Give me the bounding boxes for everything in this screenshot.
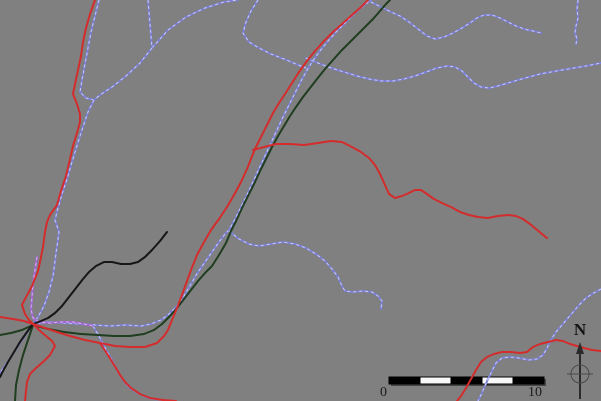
railway-green-path [14, 324, 34, 401]
river-path [370, 1, 542, 40]
river-path-overlay [574, 0, 579, 45]
north-arrow-icon [576, 342, 584, 354]
road-red-path [252, 140, 548, 239]
route-purple-path [30, 256, 94, 327]
river-path-overlay [228, 230, 383, 310]
river-path-overlay [477, 288, 601, 401]
road-red-path [456, 339, 601, 401]
layer-route-purple [30, 256, 94, 327]
river-path [151, 0, 239, 49]
road-red-path [99, 342, 177, 401]
layer-railway-black [0, 231, 168, 378]
scale-bar-segment [419, 376, 452, 385]
river-path-overlay [242, 0, 307, 69]
road-red-path [32, 0, 369, 348]
compass-rose [567, 342, 593, 399]
river-path [32, 99, 95, 325]
scale-bar-segment [388, 376, 421, 385]
river-path [93, 47, 153, 101]
river-path [79, 0, 100, 101]
river-path-overlay [147, 0, 153, 49]
river-path-overlay [32, 99, 95, 325]
scale-label-start: 0 [380, 385, 387, 400]
river-path [228, 230, 383, 310]
river-path [242, 0, 307, 69]
road-red-path [0, 316, 34, 325]
river-path-overlay [151, 0, 239, 49]
railway-green-path [0, 324, 34, 336]
compass-north-label: N [573, 320, 587, 339]
scale-bar-segment [512, 376, 545, 385]
route-purple-path-overlay [30, 256, 94, 327]
scale-bar-segment [450, 376, 483, 385]
scale-label-end: 10 [528, 385, 542, 400]
railway-green-path [32, 0, 391, 337]
railway-black-path [0, 231, 168, 378]
layer-railway-green [0, 0, 391, 401]
road-red-path [21, 0, 96, 325]
river-path-overlay [32, 0, 372, 327]
river-path-overlay [370, 1, 542, 40]
road-red-path [24, 323, 56, 401]
river-path [305, 57, 601, 89]
